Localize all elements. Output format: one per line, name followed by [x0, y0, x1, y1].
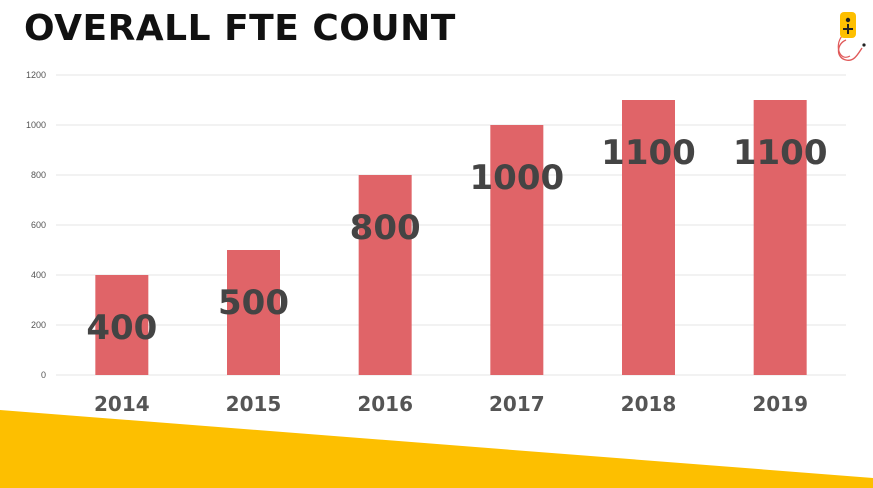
x-tick-label: 2019	[752, 392, 808, 416]
bar-2015	[227, 250, 280, 375]
joystick-logo-icon	[837, 12, 866, 62]
y-tick-label: 400	[31, 270, 46, 280]
bar-2016	[358, 175, 412, 375]
bar-2019	[753, 100, 807, 375]
y-tick-label: 800	[31, 170, 46, 180]
data-label: 1000	[470, 158, 565, 198]
x-tick-label: 2014	[94, 392, 150, 416]
data-label: 800	[350, 208, 421, 248]
data-label: 500	[218, 283, 289, 323]
chart-title: OVERALL FTE COUNT	[24, 8, 456, 49]
data-label: 400	[86, 308, 157, 348]
y-tick-label: 1000	[26, 120, 46, 130]
y-tick-label: 600	[31, 220, 46, 230]
x-tick-label: 2017	[489, 392, 545, 416]
x-tick-label: 2018	[621, 392, 677, 416]
data-label: 1100	[601, 133, 696, 173]
accent-band	[0, 410, 873, 488]
data-label: 1100	[733, 133, 828, 173]
y-tick-label: 0	[41, 370, 46, 380]
y-tick-label: 1200	[26, 70, 46, 80]
bar-2014	[95, 275, 149, 375]
x-tick-label: 2015	[226, 392, 282, 416]
bar-2017	[490, 125, 544, 375]
bar-2018	[622, 100, 675, 375]
x-tick-label: 2016	[357, 392, 413, 416]
y-tick-label: 200	[31, 320, 46, 330]
